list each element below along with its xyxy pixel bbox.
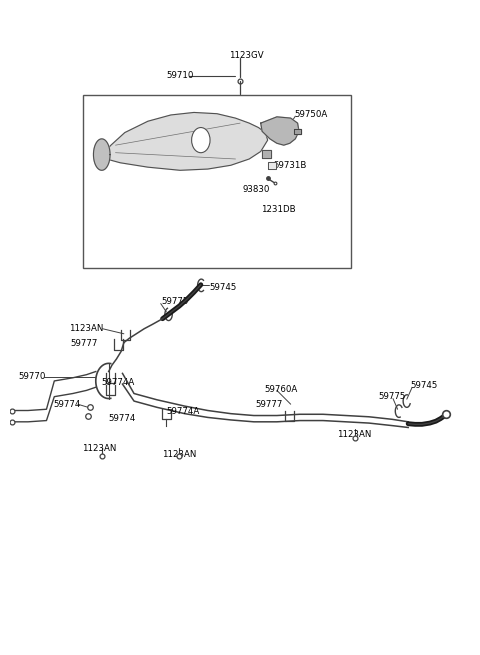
Text: 59731B: 59731B <box>273 161 307 170</box>
Text: 1123GV: 1123GV <box>229 50 264 60</box>
Text: 59745: 59745 <box>410 381 438 390</box>
Text: 59775: 59775 <box>162 297 189 306</box>
Polygon shape <box>262 150 271 158</box>
Text: 1123AN: 1123AN <box>337 430 371 439</box>
Text: 59775: 59775 <box>378 392 406 401</box>
Text: 93830: 93830 <box>242 185 270 194</box>
Circle shape <box>192 128 210 153</box>
Polygon shape <box>94 139 110 170</box>
Text: 59760A: 59760A <box>264 384 298 394</box>
Text: 59777: 59777 <box>256 400 283 409</box>
Text: 59750A: 59750A <box>294 111 328 119</box>
Polygon shape <box>261 117 299 145</box>
Text: 59710: 59710 <box>166 71 193 81</box>
Text: 59774A: 59774A <box>166 407 200 417</box>
Text: 59770: 59770 <box>19 372 46 381</box>
Polygon shape <box>99 113 268 170</box>
Polygon shape <box>268 162 276 169</box>
Text: 1123AN: 1123AN <box>70 324 104 333</box>
Text: 59745: 59745 <box>209 284 237 292</box>
Bar <box>84 95 350 268</box>
Text: 59774: 59774 <box>108 414 136 423</box>
Text: 1231DB: 1231DB <box>261 205 295 214</box>
Text: 59774A: 59774A <box>102 379 135 387</box>
Text: 59774: 59774 <box>53 400 81 409</box>
Text: 1123AN: 1123AN <box>83 443 117 453</box>
Text: 59777: 59777 <box>71 339 98 348</box>
Text: 1123AN: 1123AN <box>162 450 196 459</box>
Polygon shape <box>294 129 301 134</box>
